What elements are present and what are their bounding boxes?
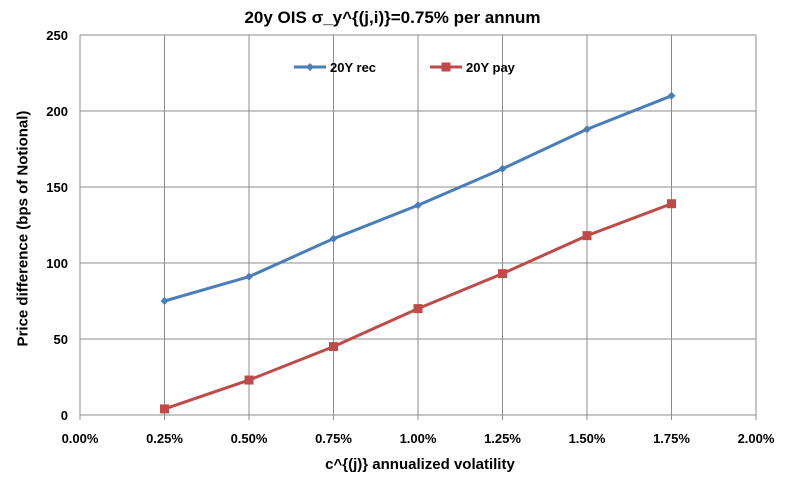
x-tick-label: 1.75% (653, 431, 690, 446)
x-tick-label: 1.25% (484, 431, 521, 446)
y-tick-label: 150 (46, 180, 68, 195)
y-tick-label: 250 (46, 28, 68, 43)
x-tick-label: 2.00% (738, 431, 775, 446)
y-tick-label: 50 (54, 332, 68, 347)
data-point (329, 234, 338, 243)
x-tick-label: 1.00% (400, 431, 437, 446)
x-axis-label: c^{(j)} annualized volatility (325, 456, 515, 473)
data-point (667, 91, 676, 100)
legend-label: 20Y rec (330, 60, 376, 75)
x-tick-label: 1.50% (569, 431, 606, 446)
legend: 20Y rec 20Y pay (294, 60, 516, 75)
series-group (160, 91, 676, 414)
data-point (583, 125, 591, 134)
data-point (413, 304, 423, 314)
x-tick-label: 0.00% (62, 431, 99, 446)
data-point (160, 297, 169, 305)
y-axis-label: Price difference (bps of Notional) (14, 110, 32, 347)
y-tick-label: 0 (61, 408, 68, 423)
x-tick-labels: 0.00% 0.25% 0.50% 0.75% 1.00% 1.25% 1.50% 1.75%… (62, 431, 775, 446)
data-point (582, 231, 592, 241)
axes (79, 35, 757, 420)
legend-label: 20Y pay (466, 60, 516, 75)
data-point (667, 199, 676, 209)
x-tick-label: 0.50% (231, 431, 268, 446)
legend-marker (306, 63, 314, 71)
x-tick-label: 0.75% (315, 431, 352, 446)
chart-title: 20y OIS σ_y^{(j,i)}=0.75% per annum (244, 8, 541, 27)
data-point (414, 201, 422, 210)
y-tick-label: 100 (46, 256, 68, 271)
data-point (244, 375, 254, 385)
x-tick-label: 0.25% (146, 431, 183, 446)
gridlines (80, 34, 757, 415)
y-tick-label: 200 (46, 104, 68, 119)
data-point (245, 272, 253, 281)
legend-marker (441, 62, 451, 72)
y-tick-labels: 0 50 100 150 200 250 (46, 28, 68, 423)
data-point (160, 404, 169, 414)
data-point (498, 269, 507, 279)
data-point (498, 164, 507, 173)
data-point (329, 342, 338, 352)
